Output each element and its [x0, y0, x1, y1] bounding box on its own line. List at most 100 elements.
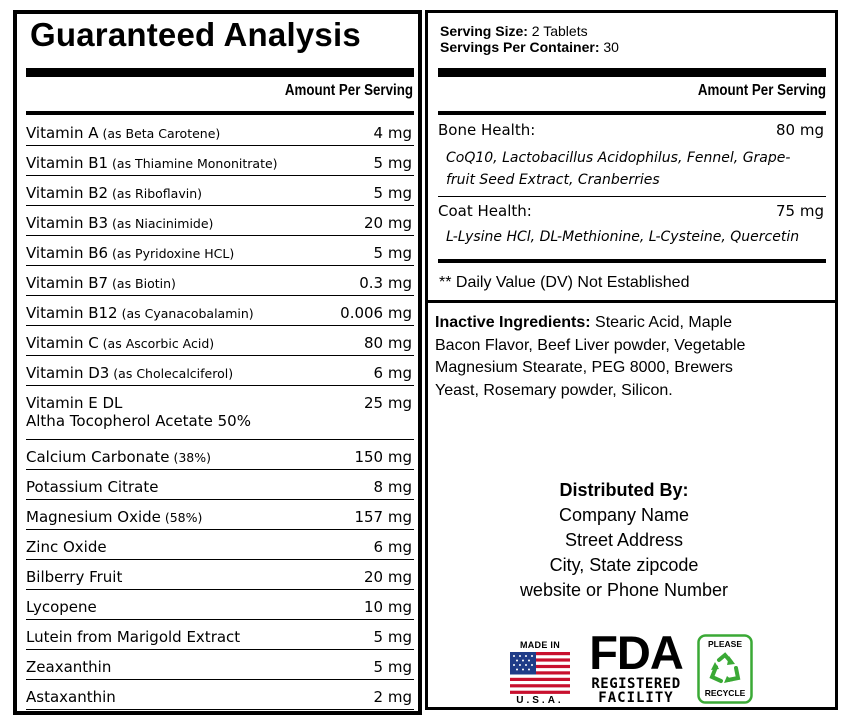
nutrient-source: (as Niacinimide) [108, 216, 214, 231]
nutrient-amount: 6 mg [373, 364, 412, 382]
nutrient-name: Vitamin E DL Altha Tocopherol Acetate 50% [26, 394, 251, 430]
bone-health-ingredients-line: CoQ10, Lactobacillus Acidophilus, Fennel… [446, 150, 791, 166]
nutrient-name-text: Calcium Carbonate [26, 448, 170, 466]
distributor-block: Distributed By: Company Name Street Addr… [430, 478, 818, 603]
right-amount-header: Amount Per Serving [697, 82, 826, 99]
distributor-heading: Distributed By: [559, 480, 689, 500]
inactive-ingredients-label: Inactive Ingredients: [435, 314, 591, 331]
nutrient-row: Zeaxanthin 5 mg [26, 650, 414, 680]
nutrient-amount: 80 mg [364, 334, 412, 352]
nutrient-amount: 5 mg [373, 184, 412, 202]
nutrient-name-text: Vitamin C [26, 334, 99, 352]
nutrient-name-text: Zeaxanthin [26, 658, 112, 676]
nutrient-row: Calcium Carbonate (38%) 150 mg [26, 440, 414, 470]
distributor-street: Street Address [564, 530, 684, 550]
nutrient-source: (as Riboflavin) [108, 186, 203, 201]
bone-health-label: Bone Health: [438, 121, 536, 139]
nutrient-name: Potassium Citrate [26, 478, 158, 496]
distributor-contact: website or Phone Number [519, 580, 729, 600]
daily-value-note: ** Daily Value (DV) Not Established [439, 274, 690, 291]
nutrient-name-text: Vitamin E DL [26, 394, 123, 412]
coat-health-row: Coat Health: 75 mg L-Lysine HCl, DL-Meth… [438, 196, 826, 256]
nutrient-name-text: Vitamin B12 [26, 304, 118, 322]
recycle-icon [709, 652, 741, 683]
nutrient-name: Lycopene [26, 598, 97, 616]
nutrient-source: (as Biotin) [108, 276, 176, 291]
coat-health-amount: 75 mg [776, 202, 824, 220]
made-in-usa-badge: MADE IN U.S.A. [509, 640, 571, 706]
nutrient-row: Vitamin A (as Beta Carotene) 4 mg [26, 116, 414, 146]
left-header-rule [26, 111, 414, 115]
nutrient-amount: 2 mg [373, 688, 412, 706]
left-header-bar [26, 68, 414, 77]
nutrient-amount: 5 mg [373, 658, 412, 676]
coat-health-ingredients-line: L-Lysine HCl, DL-Methionine, L-Cysteine,… [446, 229, 800, 245]
nutrient-row: Potassium Citrate 8 mg [26, 470, 414, 500]
nutrient-name: Zinc Oxide [26, 538, 107, 556]
nutrient-name-text: Vitamin B7 [26, 274, 109, 292]
servings-per-container-value: 30 [599, 39, 619, 55]
servings-per-container-label: Servings Per Container: [440, 39, 600, 55]
nutrient-source: (as Cholecalciferol) [109, 366, 234, 381]
right-header-bar [438, 68, 826, 77]
inactive-ingredients: Inactive Ingredients: Stearic Acid, Mapl… [435, 312, 825, 402]
bone-health-ingredients-line: fruit Seed Extract, Cranberries [446, 172, 660, 188]
inactive-ingredients-line: Magnesium Stearate, PEG 8000, Brewers [435, 359, 733, 376]
nutrient-name: Vitamin B1 (as Thiamine Mononitrate) [26, 154, 278, 172]
made-in-text: MADE IN [519, 640, 561, 650]
nutrient-amount: 20 mg [364, 214, 412, 232]
left-panel-frame [13, 10, 422, 715]
fda-facility-text: FACILITY [598, 690, 674, 706]
inactive-ingredients-line: Bacon Flavor, Beef Liver powder, Vegetab… [435, 336, 746, 354]
nutrient-name-text: Vitamin B2 [26, 184, 109, 202]
nutrient-row: Vitamin B6 (as Pyridoxine HCL) 5 mg [26, 236, 414, 266]
serving-size-value: 2 Tablets [527, 23, 588, 39]
inactive-ingredients-line: Yeast, Rosemary powder, Silicon. [435, 381, 673, 399]
nutrient-amount: 6 mg [373, 538, 412, 556]
fda-registered-text: REGISTERED [591, 676, 681, 692]
bone-health-ingredients: CoQ10, Lactobacillus Acidophilus, Fennel… [446, 147, 818, 191]
nutrient-name: Lutein from Marigold Extract [26, 628, 240, 646]
right-bottom-panel-frame [425, 295, 838, 710]
nutrient-row: Vitamin B3 (as Niacinimide) 20 mg [26, 206, 414, 236]
nutrient-amount: 5 mg [373, 628, 412, 646]
nutrient-name: Vitamin C (as Ascorbic Acid) [26, 334, 214, 352]
nutrient-name: Vitamin B7 (as Biotin) [26, 274, 176, 292]
nutrient-name-text: Vitamin B3 [26, 214, 109, 232]
please-recycle-badge: PLEASE RECYCLE [697, 634, 753, 704]
nutrient-name: Calcium Carbonate (38%) [26, 448, 211, 466]
nutrient-name: Vitamin B2 (as Riboflavin) [26, 184, 202, 202]
nutrient-name-text: Potassium Citrate [26, 478, 159, 496]
left-amount-header: Amount Per Serving [284, 82, 413, 99]
nutrient-row: Vitamin B7 (as Biotin) 0.3 mg [26, 266, 414, 296]
nutrient-amount: 0.3 mg [359, 274, 412, 292]
nutrient-row: Lutein from Marigold Extract 5 mg [26, 620, 414, 650]
nutrient-name: Zeaxanthin [26, 658, 111, 676]
nutrient-amount: 150 mg [354, 448, 412, 466]
nutrient-name: Vitamin D3 (as Cholecalciferol) [26, 364, 233, 382]
nutrient-name-text: Vitamin A [26, 124, 99, 142]
right-footer-rule [438, 259, 826, 263]
nutrient-name-text: Magnesium Oxide [26, 508, 161, 526]
nutrient-row: Vitamin E DL Altha Tocopherol Acetate 50%… [26, 386, 414, 440]
nutrient-row: Lycopene 10 mg [26, 590, 414, 620]
distributor-company: Company Name [558, 505, 690, 525]
inactive-ingredients-text: Stearic Acid, Maple [590, 314, 732, 331]
bone-health-amount: 80 mg [776, 121, 824, 139]
nutrient-row: Vitamin B2 (as Riboflavin) 5 mg [26, 176, 414, 206]
nutrient-amount: 5 mg [373, 154, 412, 172]
nutrient-source: (as Cyanacobalamin) [117, 306, 254, 321]
nutrient-amount: 20 mg [364, 568, 412, 586]
nutrient-row: Vitamin B12 (as Cyanacobalamin) 0.006 mg [26, 296, 414, 326]
nutrient-name-text: Zinc Oxide [26, 538, 107, 556]
serving-size-label: Serving Size: [440, 23, 528, 39]
recycle-badge-border [697, 634, 753, 704]
nutrient-name: Vitamin B6 (as Pyridoxine HCL) [26, 244, 234, 262]
nutrient-name-line2: Altha Tocopherol Acetate 50% [26, 412, 251, 430]
please-text: PLEASE [707, 639, 742, 649]
nutrient-row: Vitamin D3 (as Cholecalciferol) 6 mg [26, 356, 414, 386]
bone-health-row: Bone Health: 80 mg CoQ10, Lactobacillus … [438, 115, 826, 195]
nutrient-amount: 4 mg [373, 124, 412, 142]
nutrient-row: Magnesium Oxide (58%) 157 mg [26, 500, 414, 530]
usa-text: U.S.A. [516, 695, 564, 706]
